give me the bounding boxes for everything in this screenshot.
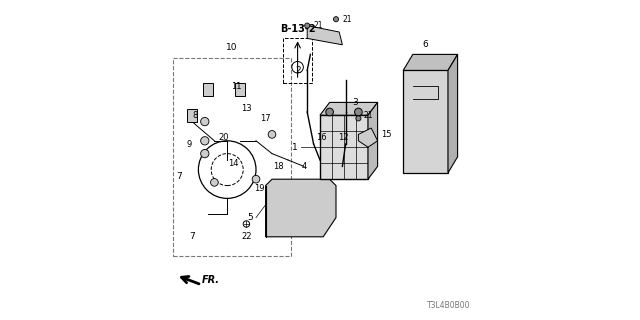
Text: 19: 19 bbox=[254, 184, 264, 193]
Text: 20: 20 bbox=[219, 133, 229, 142]
Text: 7: 7 bbox=[177, 172, 182, 180]
Text: 4: 4 bbox=[302, 162, 307, 171]
Text: B-13-2: B-13-2 bbox=[280, 24, 316, 34]
Circle shape bbox=[201, 149, 209, 158]
Polygon shape bbox=[320, 102, 378, 115]
Polygon shape bbox=[307, 26, 342, 45]
Text: 21: 21 bbox=[342, 15, 352, 24]
Text: 5: 5 bbox=[247, 213, 253, 222]
Circle shape bbox=[211, 179, 218, 186]
Circle shape bbox=[252, 175, 260, 183]
Circle shape bbox=[201, 137, 209, 145]
Text: 10: 10 bbox=[227, 44, 237, 52]
Text: 3: 3 bbox=[352, 98, 358, 107]
Text: 9: 9 bbox=[186, 140, 191, 148]
Circle shape bbox=[201, 117, 209, 126]
Polygon shape bbox=[358, 128, 378, 147]
Text: 2: 2 bbox=[295, 66, 301, 75]
Bar bbox=[236, 83, 245, 96]
Polygon shape bbox=[448, 54, 458, 173]
Text: 15: 15 bbox=[381, 130, 391, 139]
Text: FR.: FR. bbox=[202, 275, 220, 285]
Text: 21: 21 bbox=[364, 111, 372, 120]
Circle shape bbox=[356, 116, 361, 121]
Text: 12: 12 bbox=[338, 133, 348, 142]
Text: 16: 16 bbox=[316, 133, 326, 142]
Bar bbox=[173, 58, 291, 256]
Text: 11: 11 bbox=[232, 82, 242, 91]
Bar bbox=[204, 83, 212, 96]
Text: 14: 14 bbox=[228, 159, 239, 168]
Text: 17: 17 bbox=[260, 114, 271, 123]
Circle shape bbox=[305, 23, 310, 28]
Polygon shape bbox=[368, 102, 378, 179]
Circle shape bbox=[326, 108, 333, 116]
Polygon shape bbox=[403, 54, 458, 70]
Circle shape bbox=[333, 17, 339, 22]
Text: 6: 6 bbox=[423, 40, 428, 49]
Text: T3L4B0B00: T3L4B0B00 bbox=[427, 301, 470, 310]
Circle shape bbox=[268, 131, 276, 138]
Polygon shape bbox=[266, 179, 336, 237]
Text: 1: 1 bbox=[292, 143, 298, 152]
Bar bbox=[187, 109, 197, 122]
Text: 7: 7 bbox=[189, 232, 195, 241]
Text: 18: 18 bbox=[273, 162, 284, 171]
Text: 13: 13 bbox=[241, 104, 252, 113]
Circle shape bbox=[355, 108, 362, 116]
Bar bbox=[320, 115, 368, 179]
Text: 21: 21 bbox=[314, 21, 323, 30]
Text: 8: 8 bbox=[193, 111, 198, 120]
Text: 22: 22 bbox=[241, 232, 252, 241]
Polygon shape bbox=[403, 70, 448, 173]
